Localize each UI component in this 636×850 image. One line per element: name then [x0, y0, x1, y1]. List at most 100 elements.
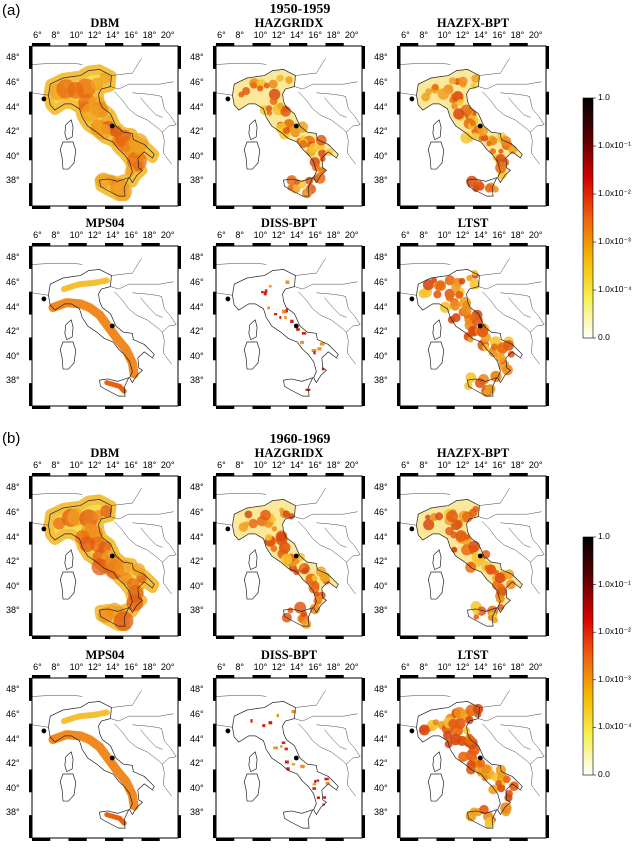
hazard-source: [286, 309, 288, 313]
hazard-blob: [128, 133, 148, 153]
panel-label-b: (b): [2, 430, 20, 447]
x-tick-label: 18°: [327, 460, 341, 470]
country-border: [400, 63, 450, 64]
x-tick-label: 20°: [345, 230, 359, 240]
hazard-source: [285, 748, 288, 751]
colorbar-label: 1.0x10⁻³: [598, 674, 631, 685]
frame-tick: [105, 206, 123, 209]
x-tick-label: 6°: [33, 30, 42, 40]
frame-tick: [397, 522, 400, 545]
x-tick-label: 12°: [272, 662, 286, 672]
hazard-blob: [95, 172, 111, 188]
map-title: MPS04: [35, 216, 175, 231]
coastline: [60, 142, 76, 169]
y-tick-label: 42°: [190, 126, 204, 136]
frame-tick: [32, 406, 50, 409]
hazard-blob: [294, 602, 306, 614]
hazard-source: [262, 724, 265, 727]
y-tick-label: 48°: [6, 52, 20, 62]
frame-tick: [32, 206, 50, 209]
y-tick-label: 48°: [190, 482, 204, 492]
frame-tick: [362, 613, 365, 636]
frame-tick: [400, 838, 418, 841]
y-tick-label: 40°: [190, 151, 204, 161]
x-tick-label: 8°: [235, 230, 244, 240]
x-tick-label: 10°: [70, 460, 84, 470]
frame-tick: [69, 43, 87, 46]
hazard-blob: [509, 781, 519, 791]
frame-tick: [178, 92, 181, 115]
frame-tick: [437, 675, 455, 678]
map-dbm: [29, 473, 181, 639]
frame-tick: [510, 473, 528, 476]
event-dot: [478, 554, 483, 559]
x-tick-label: 20°: [345, 662, 359, 672]
hazard-blob: [495, 162, 506, 173]
country-border: [216, 263, 266, 264]
frame-tick: [142, 838, 160, 841]
x-tick-label: 18°: [327, 662, 341, 672]
frame-tick: [216, 473, 234, 476]
x-tick-label: 6°: [217, 460, 226, 470]
frame-tick: [178, 46, 181, 69]
frame-tick: [216, 406, 234, 409]
country-border: [162, 728, 177, 756]
frame-tick: [253, 243, 271, 246]
frame-tick: [216, 43, 234, 46]
colorbar-label: 1.0x10⁻¹: [598, 579, 631, 590]
y-tick-label: 48°: [374, 684, 388, 694]
frame-tick: [546, 769, 549, 792]
frame-tick: [105, 636, 123, 639]
country-border: [216, 258, 326, 295]
hazard-source: [316, 780, 319, 782]
hazard-blob: [475, 378, 485, 388]
y-tick-label: 40°: [190, 581, 204, 591]
x-tick-label: 6°: [217, 662, 226, 672]
x-tick-label: 8°: [235, 662, 244, 672]
frame-tick: [437, 206, 455, 209]
x-tick-label: 14°: [290, 30, 304, 40]
frame-tick: [546, 724, 549, 747]
y-tick-label: 48°: [6, 252, 20, 262]
hazard-blob: [470, 120, 476, 126]
event-dot: [41, 729, 46, 734]
frame-tick: [362, 46, 365, 69]
frame-tick: [362, 137, 365, 160]
hazard-blob: [452, 313, 461, 322]
frame-tick: [289, 636, 307, 639]
coastline: [65, 320, 73, 340]
frame-tick: [32, 43, 50, 46]
frame-tick: [253, 636, 271, 639]
x-tick-label: 18°: [327, 230, 341, 240]
y-tick-label: 48°: [6, 684, 20, 694]
frame-tick: [546, 613, 549, 636]
frame-tick: [473, 473, 491, 476]
country-border: [500, 523, 529, 527]
country-border: [110, 82, 173, 89]
hazard-blob: [81, 103, 100, 122]
frame-tick: [400, 473, 418, 476]
frame-tick: [213, 337, 216, 360]
y-tick-label: 48°: [374, 52, 388, 62]
frame-tick: [253, 838, 271, 841]
hazard-blob: [283, 127, 290, 134]
x-tick-label: 12°: [88, 460, 102, 470]
hazard-blob: [504, 569, 514, 579]
event-dot: [478, 124, 483, 129]
hazard-blob: [504, 794, 512, 802]
hazard-blob: [272, 526, 278, 532]
x-tick-label: 12°: [272, 230, 286, 240]
x-tick-label: 12°: [272, 460, 286, 470]
frame-tick: [362, 815, 365, 838]
x-tick-label: 12°: [456, 662, 470, 672]
x-tick-label: 20°: [529, 30, 543, 40]
frame-tick: [213, 678, 216, 701]
country-border: [478, 512, 541, 519]
frame-tick: [326, 838, 344, 841]
hazard-source: [269, 285, 272, 287]
coastline: [65, 550, 73, 570]
y-tick-label: 46°: [190, 709, 204, 719]
colorbar-label: 1.0: [598, 92, 610, 102]
frame-tick: [362, 337, 365, 360]
x-tick-label: 16°: [492, 662, 506, 672]
